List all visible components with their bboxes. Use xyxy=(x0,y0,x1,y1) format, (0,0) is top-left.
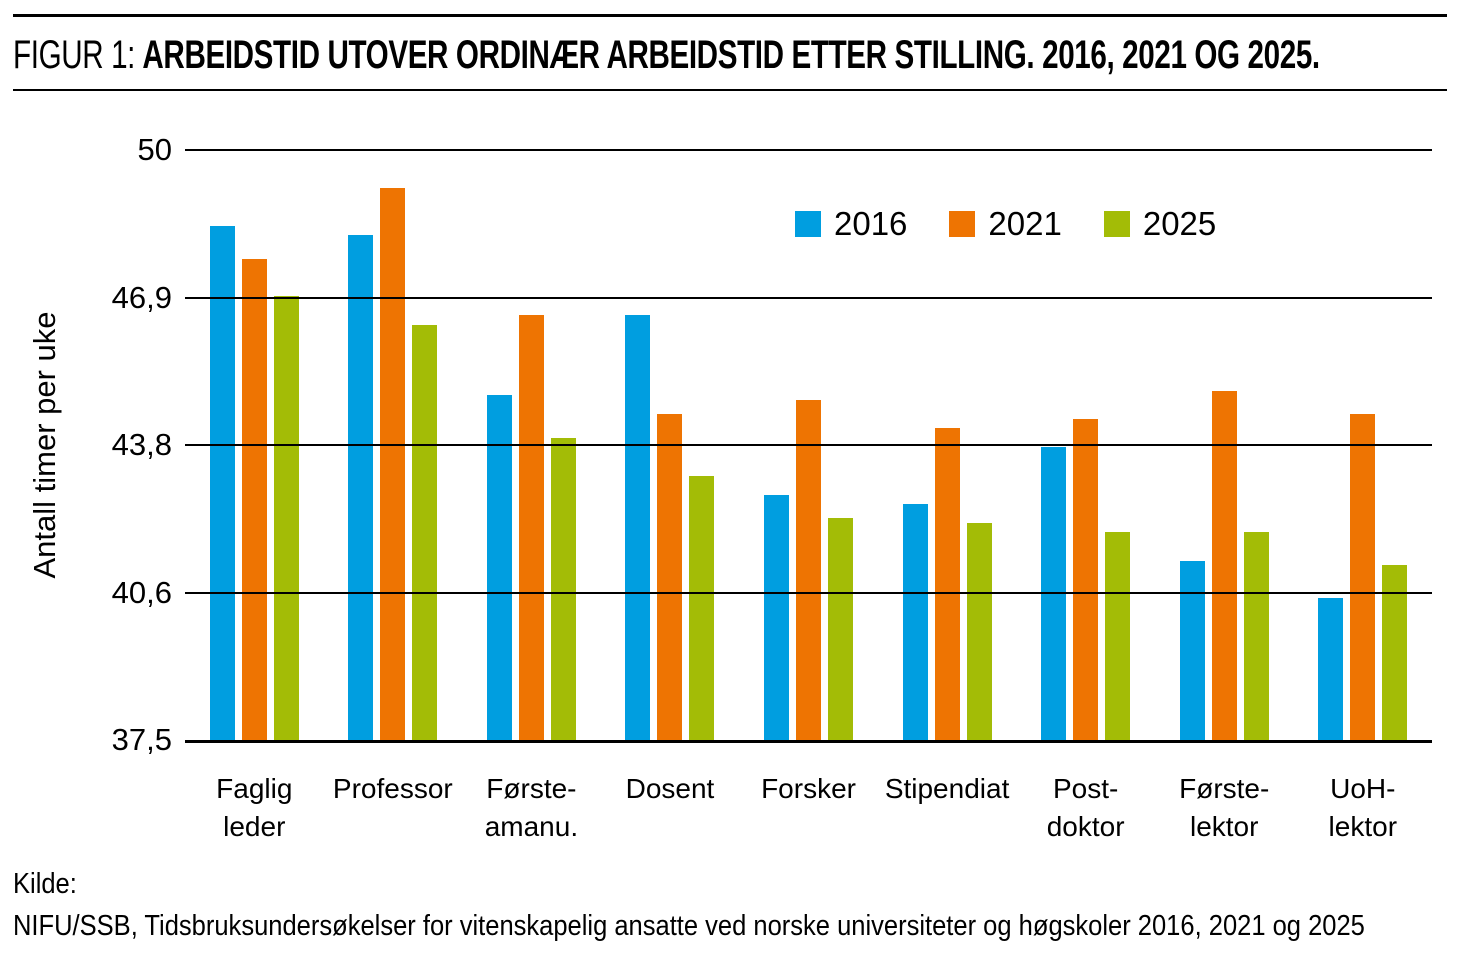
bar-dosent-2025 xyxy=(689,475,715,740)
bar-group-forsteamanu xyxy=(462,150,601,740)
x-label-line: Stipendiat xyxy=(884,773,1010,804)
bar-forsteamanu-2021 xyxy=(518,315,544,740)
x-label-line: Forsker xyxy=(761,773,856,804)
bar-forsker-2021 xyxy=(796,400,822,740)
legend-label-2025: 2025 xyxy=(1142,205,1217,242)
bar-professor-2021 xyxy=(380,187,406,740)
x-label-forsteamanu: Første-amanu. xyxy=(462,770,601,846)
gridline xyxy=(185,444,1432,446)
bar-stipendiat-2025 xyxy=(966,522,992,740)
bar-group-professor xyxy=(324,150,463,740)
bar-dosent-2016 xyxy=(625,315,651,740)
bar-uoh-lektor-2021 xyxy=(1350,414,1376,740)
bar-faglig-leder-2025 xyxy=(273,296,299,740)
y-tick-label: 37,5 xyxy=(111,722,172,757)
bar-forsteamanu-2025 xyxy=(550,437,576,740)
bar-postdoktor-2025 xyxy=(1105,532,1131,740)
y-tick-label: 40,6 xyxy=(111,574,172,610)
legend-item-2021: 2021 xyxy=(949,205,1062,243)
bar-stipendiat-2021 xyxy=(934,428,960,740)
x-label-line: Dosent xyxy=(625,773,715,804)
legend-item-2016: 2016 xyxy=(795,205,907,243)
chart-legend: 2016 2021 2025 xyxy=(795,205,1216,243)
bar-postdoktor-2021 xyxy=(1073,419,1099,740)
x-label-line: leder xyxy=(223,811,286,842)
source-text: NIFU/SSB, Tidsbruksundersøkelser for vit… xyxy=(13,910,1365,942)
x-label-forsker: Forsker xyxy=(739,770,878,846)
bar-forstelektor-2021 xyxy=(1211,390,1237,740)
bar-groups xyxy=(185,150,1432,740)
bar-forsker-2025 xyxy=(828,518,854,740)
legend-item-2025: 2025 xyxy=(1103,205,1217,243)
bar-group-forstelektor xyxy=(1155,150,1294,740)
gridline xyxy=(185,149,1432,151)
figure-title-text: ARBEIDSTID UTOVER ORDINÆR ARBEIDSTID ETT… xyxy=(142,33,1320,77)
x-label-professor: Professor xyxy=(324,770,463,846)
x-label-line: doktor xyxy=(1046,811,1125,842)
figure-title: FIGUR 1: ARBEIDSTID UTOVER ORDINÆR ARBEID… xyxy=(13,33,1320,78)
legend-swatch-2021 xyxy=(949,211,976,237)
bar-group-forsker xyxy=(739,150,878,740)
x-label-faglig-leder: Faglig leder xyxy=(185,770,324,846)
gridline xyxy=(185,591,1432,594)
x-label-dosent: Dosent xyxy=(601,770,740,846)
x-label-line: lektor xyxy=(1189,811,1259,842)
bar-group-dosent xyxy=(601,150,740,740)
x-label-line: Faglig xyxy=(216,773,293,804)
bar-forsker-2016 xyxy=(764,494,790,740)
bar-group-stipendiat xyxy=(878,150,1017,740)
y-tick-label: 50 xyxy=(137,132,172,167)
x-label-forstelektor: Første-lektor xyxy=(1155,770,1294,846)
bar-stipendiat-2016 xyxy=(902,504,928,740)
x-label-line: Professor xyxy=(332,773,453,804)
gridline xyxy=(185,296,1432,299)
bar-professor-2016 xyxy=(348,234,374,740)
source-label: Kilde: xyxy=(13,868,77,900)
bar-postdoktor-2016 xyxy=(1041,447,1067,740)
bar-forsteamanu-2016 xyxy=(486,395,512,740)
bar-dosent-2021 xyxy=(657,414,683,740)
legend-label-2021: 2021 xyxy=(988,205,1062,242)
x-axis-category-labels: Faglig leder Professor Første-amanu. Dosent F… xyxy=(185,770,1432,846)
x-label-line: amanu. xyxy=(484,811,579,842)
y-tick-label: 46,9 xyxy=(111,279,172,315)
bar-uoh-lektor-2016 xyxy=(1318,598,1344,740)
legend-swatch-2025 xyxy=(1103,211,1130,237)
x-label-line: Post- xyxy=(1052,773,1119,804)
title-top-rule xyxy=(13,14,1447,17)
bar-professor-2025 xyxy=(412,324,438,740)
figure-number-label: FIGUR 1: xyxy=(13,33,136,77)
x-label-line: lektor xyxy=(1328,811,1398,842)
bar-forstelektor-2025 xyxy=(1243,532,1269,740)
bar-faglig-leder-2021 xyxy=(241,258,267,740)
y-axis-tick-labels: 50 46,9 43,8 40,6 37,5 xyxy=(0,132,172,757)
bar-uoh-lektor-2025 xyxy=(1382,565,1408,740)
x-label-uoh-lektor: UoH-lektor xyxy=(1294,770,1433,846)
plot-area: 2016 2021 2025 xyxy=(185,149,1432,743)
legend-swatch-2016 xyxy=(795,211,821,237)
bar-group-faglig-leder xyxy=(185,150,324,740)
bar-faglig-leder-2016 xyxy=(209,225,235,740)
y-tick-label: 43,8 xyxy=(111,427,172,462)
title-bottom-rule xyxy=(13,89,1447,91)
bar-group-postdoktor xyxy=(1016,150,1155,740)
gridline xyxy=(185,740,1432,743)
legend-label-2016: 2016 xyxy=(834,205,908,242)
bar-forstelektor-2016 xyxy=(1179,560,1205,740)
x-label-line: Første- xyxy=(486,773,577,804)
bar-group-uoh-lektor xyxy=(1294,150,1433,740)
x-label-stipendiat: Stipendiat xyxy=(878,770,1017,846)
x-label-line: Første- xyxy=(1179,773,1270,804)
x-label-postdoktor: Post-doktor xyxy=(1016,770,1155,846)
x-label-line: UoH- xyxy=(1330,773,1396,804)
